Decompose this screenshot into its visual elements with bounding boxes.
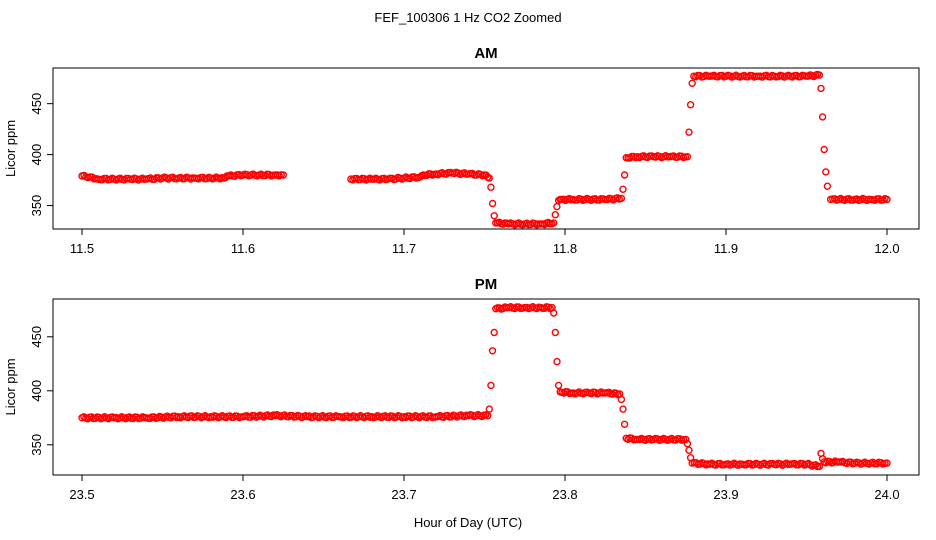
- am-data-point: [815, 71, 824, 79]
- am-data-point: [820, 145, 828, 154]
- am-x-tick-label: 12.0: [874, 241, 899, 256]
- am-data-point: [823, 182, 832, 190]
- pm-x-tick-label: 23.7: [391, 487, 416, 502]
- am-data-point: [686, 100, 695, 109]
- pm-y-tick-label: 400: [29, 380, 44, 402]
- figure-x-axis-label: Hour of Day (UTC): [414, 515, 522, 530]
- pm-data-point: [488, 347, 497, 355]
- am-data-point: [553, 202, 561, 211]
- pm-x-tick-label: 23.9: [713, 487, 738, 502]
- pm-data-point: [620, 420, 629, 428]
- am-panel-title: AM: [474, 45, 497, 62]
- pm-data-point: [682, 435, 690, 444]
- pm-data-point: [612, 389, 620, 397]
- pm-x-tick-label: 23.8: [552, 487, 577, 502]
- figure-title: FEF_100306 1 Hz CO2 Zoomed: [374, 10, 561, 25]
- pm-data-point: [683, 440, 692, 448]
- pm-points: [78, 303, 891, 471]
- am-y-tick-label: 450: [29, 93, 44, 115]
- pm-data-point: [685, 446, 693, 454]
- am-data-point: [883, 195, 891, 204]
- am-data-point: [688, 79, 696, 88]
- am-data-point: [818, 113, 827, 121]
- am-data-point: [817, 84, 825, 93]
- pm-data-point: [554, 381, 563, 390]
- am-data-point: [487, 183, 495, 191]
- pm-data-point: [619, 405, 627, 413]
- am-x-tick-label: 11.9: [714, 241, 738, 256]
- pm-data-point: [544, 303, 553, 311]
- pm-data-point: [812, 461, 820, 469]
- am-data-point: [683, 152, 692, 161]
- pm-data-point: [551, 328, 559, 337]
- pm-panel-title: PM: [475, 276, 498, 293]
- am-x-tick-label: 11.5: [70, 241, 94, 256]
- am-x-tick-label: 11.8: [553, 241, 577, 256]
- am-data-point: [619, 185, 627, 194]
- am-data-point: [485, 174, 493, 182]
- am-points: [78, 70, 891, 229]
- am-data-point: [617, 194, 626, 203]
- pm-data-point: [490, 328, 498, 337]
- pm-y-axis-label: Licor ppm: [3, 358, 18, 415]
- am-data-point: [490, 212, 498, 220]
- pm-y-tick-label: 350: [29, 434, 44, 456]
- pm-plot-frame: [52, 298, 920, 476]
- am-data-point: [488, 199, 497, 208]
- pm-data-point: [550, 309, 558, 317]
- am-x-tick-label: 11.7: [392, 241, 416, 256]
- pm-data-point: [553, 357, 561, 366]
- pm-y-tick-label: 450: [29, 326, 44, 348]
- pm-data-point: [815, 462, 824, 471]
- am-panel: AM Licor ppm 11.5 11.6 11.7 11.8 11.9 12.0 350 40…: [3, 45, 920, 256]
- am-x-tick-label: 11.6: [231, 241, 255, 256]
- pm-data-point: [487, 381, 495, 390]
- am-data-point: [620, 171, 629, 179]
- am-plot-frame: [52, 67, 920, 230]
- am-data-point: [822, 168, 830, 176]
- pm-data-point: [485, 405, 493, 413]
- pm-x-tick-label: 24.0: [874, 487, 899, 502]
- am-data-point: [279, 171, 287, 179]
- am-data-point: [685, 128, 693, 136]
- am-y-tick-label: 350: [29, 195, 44, 217]
- pm-data-point: [883, 459, 891, 467]
- pm-x-tick-label: 23.5: [69, 487, 94, 502]
- pm-data-point: [617, 395, 626, 404]
- am-data-point: [551, 210, 559, 219]
- am-data-point: [550, 219, 558, 227]
- pm-data-point: [484, 411, 492, 420]
- pm-panel: PM Licor ppm 23.5 23.6 23.7 23.8 23.9 24.0 350 40…: [3, 276, 920, 502]
- am-y-tick-label: 400: [29, 144, 44, 166]
- am-y-axis-label: Licor ppm: [3, 120, 18, 177]
- pm-x-tick-label: 23.6: [230, 487, 255, 502]
- am-data-point: [221, 173, 230, 182]
